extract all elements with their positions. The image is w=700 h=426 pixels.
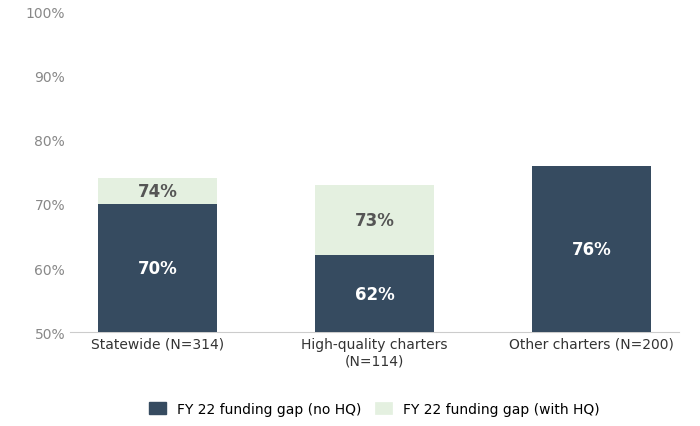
Bar: [98, 179, 217, 332]
Text: 73%: 73%: [355, 211, 394, 230]
Text: 74%: 74%: [137, 183, 177, 201]
Bar: [98, 204, 217, 332]
Bar: [532, 166, 651, 332]
Bar: [315, 185, 434, 332]
Bar: [532, 166, 651, 332]
Text: 70%: 70%: [137, 259, 177, 277]
Text: 76%: 76%: [572, 240, 612, 258]
Legend: FY 22 funding gap (no HQ), FY 22 funding gap (with HQ): FY 22 funding gap (no HQ), FY 22 funding…: [144, 396, 606, 421]
Bar: [315, 256, 434, 332]
Text: 62%: 62%: [355, 285, 394, 303]
